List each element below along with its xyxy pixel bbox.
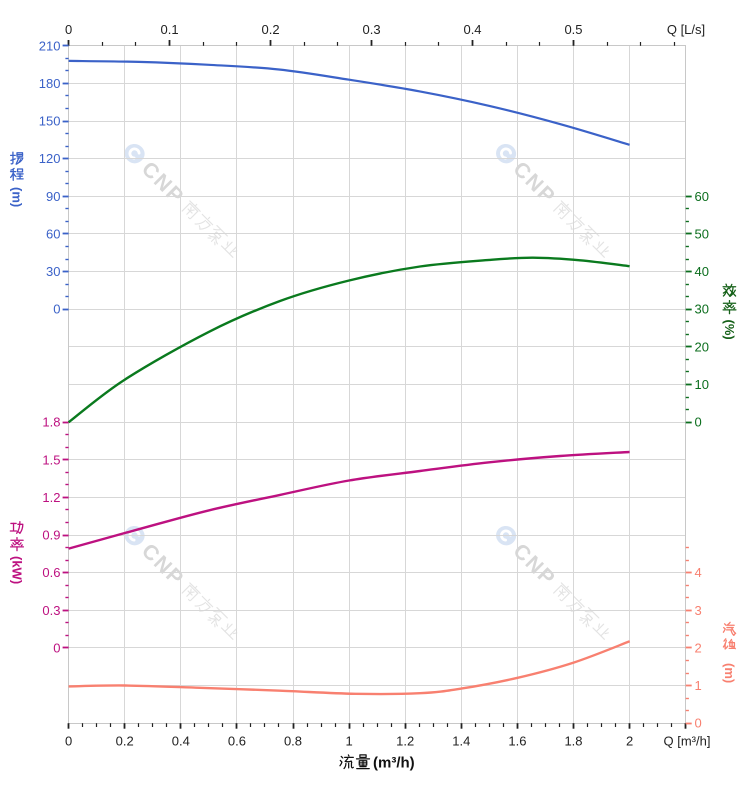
svg-text:60: 60 bbox=[46, 226, 60, 241]
svg-text:20: 20 bbox=[695, 339, 709, 354]
svg-text:0: 0 bbox=[65, 22, 72, 37]
svg-text:Q [m³/h]: Q [m³/h] bbox=[664, 734, 711, 749]
svg-text:1.8: 1.8 bbox=[564, 734, 582, 749]
svg-text:60: 60 bbox=[695, 189, 709, 204]
svg-text:1.8: 1.8 bbox=[42, 415, 60, 430]
svg-text:10: 10 bbox=[695, 377, 709, 392]
svg-text:0: 0 bbox=[695, 716, 702, 731]
svg-text:0.6: 0.6 bbox=[42, 565, 60, 580]
svg-text:(kW): (kW) bbox=[10, 556, 25, 584]
svg-text:0.2: 0.2 bbox=[262, 22, 280, 37]
svg-text:0.5: 0.5 bbox=[564, 22, 582, 37]
svg-text:0: 0 bbox=[53, 640, 60, 655]
svg-text:1.5: 1.5 bbox=[42, 452, 60, 467]
svg-text:0.9: 0.9 bbox=[42, 528, 60, 543]
svg-text:150: 150 bbox=[39, 114, 61, 129]
svg-text:0: 0 bbox=[53, 302, 60, 317]
svg-text:0.3: 0.3 bbox=[363, 22, 381, 37]
svg-text:0.6: 0.6 bbox=[228, 734, 246, 749]
svg-text:50: 50 bbox=[695, 226, 709, 241]
svg-text:2: 2 bbox=[626, 734, 633, 749]
svg-text:(%): (%) bbox=[722, 320, 737, 340]
svg-text:0.8: 0.8 bbox=[284, 734, 302, 749]
svg-text:1.2: 1.2 bbox=[42, 490, 60, 505]
svg-text:0.3: 0.3 bbox=[42, 603, 60, 618]
svg-text:3: 3 bbox=[695, 603, 702, 618]
svg-text:Q [L/s]: Q [L/s] bbox=[667, 22, 705, 37]
svg-text:0.4: 0.4 bbox=[172, 734, 190, 749]
svg-text:1.2: 1.2 bbox=[396, 734, 414, 749]
svg-text:2: 2 bbox=[695, 640, 702, 655]
svg-text:30: 30 bbox=[46, 264, 60, 279]
svg-text:(m): (m) bbox=[722, 663, 737, 683]
svg-text:1: 1 bbox=[345, 734, 352, 749]
svg-text:(m): (m) bbox=[10, 187, 25, 207]
svg-text:(m³/h): (m³/h) bbox=[373, 755, 415, 772]
svg-text:90: 90 bbox=[46, 189, 60, 204]
svg-text:1.6: 1.6 bbox=[508, 734, 526, 749]
svg-text:0.1: 0.1 bbox=[161, 22, 179, 37]
svg-text:0.4: 0.4 bbox=[463, 22, 481, 37]
svg-text:120: 120 bbox=[39, 151, 61, 166]
svg-text:210: 210 bbox=[39, 38, 61, 53]
svg-text:1: 1 bbox=[695, 678, 702, 693]
svg-text:0: 0 bbox=[65, 734, 72, 749]
svg-text:40: 40 bbox=[695, 264, 709, 279]
svg-text:0: 0 bbox=[695, 415, 702, 430]
svg-text:30: 30 bbox=[695, 302, 709, 317]
svg-text:1.4: 1.4 bbox=[452, 734, 470, 749]
svg-text:0.2: 0.2 bbox=[116, 734, 134, 749]
svg-text:4: 4 bbox=[695, 565, 702, 580]
svg-text:180: 180 bbox=[39, 76, 61, 91]
